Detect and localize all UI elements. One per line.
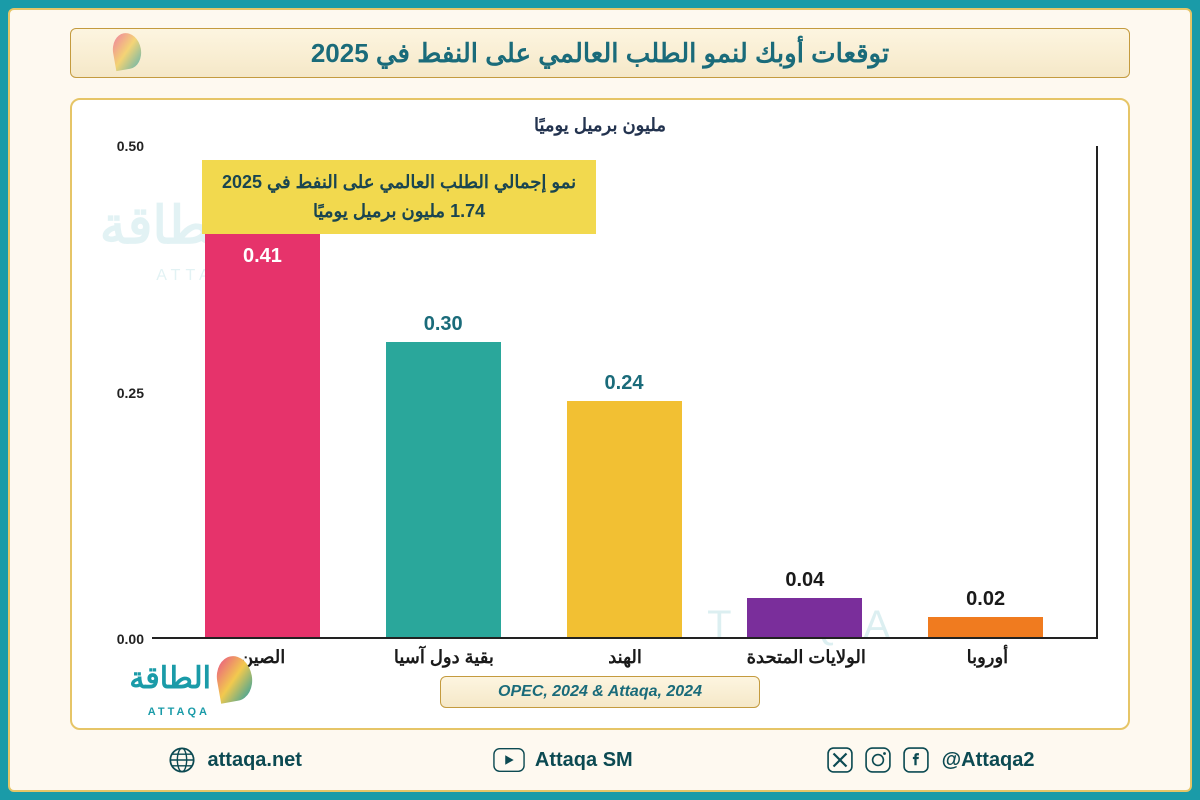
website-label: attaqa.net xyxy=(208,749,302,772)
y-tick-label: 0.50 xyxy=(117,138,144,154)
footer: @Attaqa2 Attaqa SM attaqa.net xyxy=(10,730,1190,790)
outer-frame: توقعات أوبك لنمو الطلب العالمي على النفط… xyxy=(0,0,1200,800)
chart-plot: 0.41 0.30 0.24 0.04 0.02 xyxy=(152,146,1098,639)
bar-column: 0.04 xyxy=(730,146,880,637)
chart-area: 0.41 0.30 0.24 0.04 0.02 0.000.250.50 xyxy=(102,146,1098,639)
bar-column: 0.30 xyxy=(368,146,518,637)
bar-column: 0.41 xyxy=(187,146,337,637)
footer-social: @Attaqa2 xyxy=(824,744,1035,776)
footer-youtube: Attaqa SM xyxy=(493,744,633,776)
brand-logo: الطاقة ATTAQA xyxy=(102,656,252,718)
facebook-icon xyxy=(900,744,932,776)
y-axis: 0.000.250.50 xyxy=(102,146,152,639)
bar-value-label: 0.24 xyxy=(605,372,644,395)
y-tick-label: 0.00 xyxy=(117,631,144,647)
bar-column: 0.24 xyxy=(549,146,699,637)
page-title: توقعات أوبك لنمو الطلب العالمي على النفط… xyxy=(311,38,889,69)
bar-value-label: 0.02 xyxy=(966,588,1005,611)
x-axis-label: أوروبا xyxy=(912,647,1062,668)
x-axis-label: الهند xyxy=(550,647,700,668)
footer-website: attaqa.net xyxy=(166,744,302,776)
social-handle: @Attaqa2 xyxy=(942,749,1035,772)
brand-name-ar: الطاقة xyxy=(129,661,211,696)
bar-value-label: 0.41 xyxy=(243,245,282,268)
bar-rect xyxy=(205,234,320,637)
chart-card: مليون برميل يوميًا الطاقة ATTAQA A T T A… xyxy=(70,98,1130,730)
x-axis-label: الولايات المتحدة xyxy=(731,647,881,668)
instagram-icon xyxy=(862,744,894,776)
bars-container: 0.41 0.30 0.24 0.04 0.02 xyxy=(152,146,1096,637)
social-icons xyxy=(824,744,932,776)
y-tick-label: 0.25 xyxy=(117,385,144,401)
page-container: توقعات أوبك لنمو الطلب العالمي على النفط… xyxy=(8,8,1192,792)
youtube-label: Attaqa SM xyxy=(535,749,633,772)
source-text: OPEC, 2024 & Attaqa, 2024 xyxy=(498,683,702,701)
chart-subtitle: مليون برميل يوميًا xyxy=(102,115,1098,136)
source-bar: OPEC, 2024 & Attaqa, 2024 xyxy=(440,676,760,708)
bar-value-label: 0.30 xyxy=(424,313,463,336)
x-axis-label: بقية دول آسيا xyxy=(369,647,519,668)
bar-value-label: 0.04 xyxy=(785,569,824,592)
bar-rect xyxy=(386,342,501,637)
bar-rect xyxy=(567,401,682,637)
x-twitter-icon xyxy=(824,744,856,776)
bar-column: 0.02 xyxy=(911,146,1061,637)
globe-icon xyxy=(166,744,198,776)
bar-rect xyxy=(747,598,862,637)
title-bar: توقعات أوبك لنمو الطلب العالمي على النفط… xyxy=(70,28,1130,78)
youtube-icon xyxy=(493,744,525,776)
title-logo-icon xyxy=(91,33,141,73)
bar-rect xyxy=(928,617,1043,637)
brand-name-en: ATTAQA xyxy=(148,706,210,718)
